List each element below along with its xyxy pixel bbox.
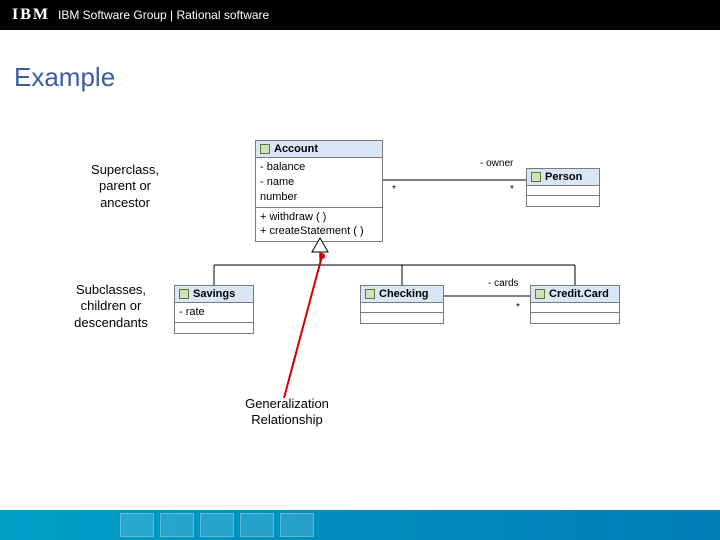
uml-attrs: [361, 303, 443, 313]
uml-ops: [527, 196, 599, 206]
uml-attr: - balance: [260, 160, 378, 175]
footer-tile: [160, 513, 194, 537]
uml-name-row: Savings: [175, 286, 253, 303]
uml-name-row: Person: [527, 169, 599, 186]
class-name: Credit.Card: [549, 288, 609, 300]
assoc-owner-mult-left: *: [392, 184, 396, 195]
class-icon: [531, 172, 541, 182]
uml-ops: [175, 323, 253, 333]
uml-name-row: Checking: [361, 286, 443, 303]
uml-attrs: [527, 186, 599, 196]
uml-attr: number: [260, 190, 378, 205]
uml-attrs: [531, 303, 619, 313]
uml-attr: - name: [260, 175, 378, 190]
page-title: Example: [14, 62, 115, 93]
uml-class-person: Person: [526, 168, 600, 207]
assoc-owner-mult-right: *: [510, 184, 514, 195]
class-name: Checking: [379, 288, 429, 300]
uml-class-creditcard: Credit.Card: [530, 285, 620, 324]
uml-name-row: Credit.Card: [531, 286, 619, 303]
uml-class-checking: Checking: [360, 285, 444, 324]
footer-tile: [280, 513, 314, 537]
header-bar: IBM IBM Software Group | Rational softwa…: [0, 0, 720, 30]
label-generalization: GeneralizationRelationship: [222, 396, 352, 429]
class-icon: [365, 289, 375, 299]
class-name: Savings: [193, 288, 235, 300]
header-text: IBM Software Group | Rational software: [58, 8, 269, 22]
uml-attr: - rate: [179, 305, 249, 320]
uml-name-row: Account: [256, 141, 382, 158]
class-icon: [535, 289, 545, 299]
footer-tile: [240, 513, 274, 537]
class-name: Account: [274, 143, 318, 155]
assoc-cards-label: - cards: [488, 278, 519, 289]
uml-op: + withdraw ( ): [260, 210, 378, 225]
ibm-logo: IBM: [12, 6, 50, 24]
uml-attrs: - balance - name number: [256, 158, 382, 208]
assoc-owner-label: - owner: [480, 158, 513, 169]
uml-ops: [531, 313, 619, 323]
uml-class-account: Account - balance - name number + withdr…: [255, 140, 383, 242]
footer-tile: [120, 513, 154, 537]
uml-ops: + withdraw ( ) + createStatement ( ): [256, 208, 382, 242]
uml-class-savings: Savings - rate: [174, 285, 254, 334]
footer-bar: [0, 510, 720, 540]
class-name: Person: [545, 171, 582, 183]
label-subclasses: Subclasses,children ordescendants: [56, 282, 166, 331]
uml-attrs: - rate: [175, 303, 253, 323]
assoc-cards-mult: *: [516, 302, 520, 313]
class-icon: [179, 289, 189, 299]
uml-op: + createStatement ( ): [260, 224, 378, 239]
label-superclass: Superclass,parent orancestor: [70, 162, 180, 211]
footer-tile: [200, 513, 234, 537]
class-icon: [260, 144, 270, 154]
uml-ops: [361, 313, 443, 323]
